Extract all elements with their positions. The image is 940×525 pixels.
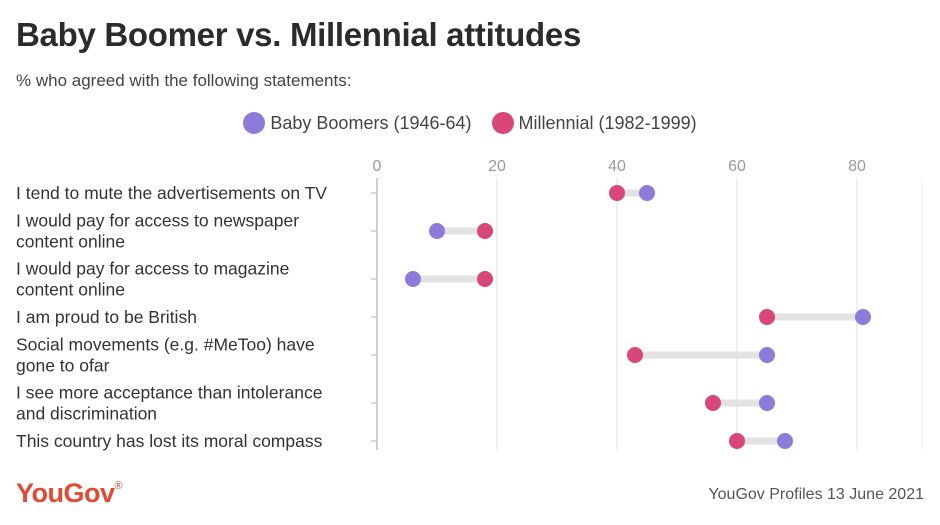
registered-mark: ® <box>114 480 123 492</box>
legend-label-boomers: Baby Boomers (1946-64) <box>270 112 472 133</box>
point-boomers-3 <box>855 309 871 325</box>
x-tick-label-0: 0 <box>373 158 382 175</box>
point-boomers-0 <box>639 185 655 201</box>
legend-dot-millennials <box>491 112 514 134</box>
x-tick-label-20: 20 <box>488 158 506 175</box>
x-tick-label-60: 60 <box>728 158 746 175</box>
category-label-3: I am proud to be British <box>16 307 197 327</box>
chart-subtitle: % who agreed with the following statemen… <box>16 71 352 90</box>
point-boomers-1 <box>429 223 445 239</box>
category-label-0: I tend to mute the advertisements on TV <box>16 183 327 203</box>
category-label-5-line-0: I see more acceptance than intolerance <box>16 383 322 403</box>
category-label-4-line-0: Social movements (e.g. #MeToo) have <box>16 335 315 355</box>
point-millennials-4 <box>627 347 643 363</box>
point-millennials-0 <box>609 185 625 201</box>
category-label-4-line-1: gone to ofar <box>16 356 110 376</box>
category-label-5-line-1: and discrimination <box>16 404 157 424</box>
source-note: YouGov Profiles 13 June 2021 <box>708 486 924 503</box>
point-boomers-2 <box>405 271 421 287</box>
yougov-logo: YouGov® <box>16 478 123 509</box>
point-millennials-1 <box>477 223 493 239</box>
point-boomers-5 <box>759 395 775 411</box>
legend-item-millennials: Millennial (1982-1999) <box>491 112 697 134</box>
point-millennials-5 <box>705 395 721 411</box>
point-millennials-6 <box>729 433 745 449</box>
legend-dot-boomers <box>243 112 266 134</box>
yougov-logo-text: YouGov <box>16 478 115 508</box>
category-label-1-line-0: I would pay for access to newspaper <box>16 211 299 231</box>
legend-label-millennials: Millennial (1982-1999) <box>518 112 697 133</box>
category-label-1-line-1: content online <box>16 232 125 252</box>
category-label-6: This country has lost its moral compass <box>16 431 323 451</box>
legend-item-boomers: Baby Boomers (1946-64) <box>243 112 472 134</box>
chart-title: Baby Boomer vs. Millennial attitudes <box>16 16 581 53</box>
point-millennials-2 <box>477 271 493 287</box>
x-tick-label-40: 40 <box>608 158 626 175</box>
point-millennials-3 <box>759 309 775 325</box>
legend: Baby Boomers (1946-64) Millennial (1982-… <box>0 112 940 134</box>
category-label-2-line-1: content online <box>16 280 125 300</box>
x-tick-label-80: 80 <box>848 158 866 175</box>
point-boomers-6 <box>777 433 793 449</box>
point-boomers-4 <box>759 347 775 363</box>
category-label-2-line-0: I would pay for access to magazine <box>16 259 289 279</box>
